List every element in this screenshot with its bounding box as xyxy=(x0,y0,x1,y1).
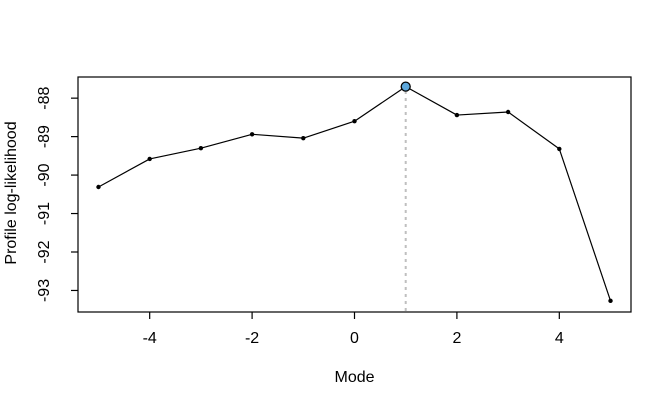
x-axis-title: Mode xyxy=(334,369,374,386)
y-axis-title: Profile log-likelihood xyxy=(3,121,20,264)
data-point xyxy=(96,184,101,190)
chart-render-root: -4 -2 0 2 4 -88 -89 -90 -91 -92 -93 xyxy=(36,76,632,347)
data-line xyxy=(97,86,612,302)
y-tick-label: -91 xyxy=(36,202,53,225)
data-point xyxy=(557,146,562,152)
y-axis-ticks: -88 -89 -90 -91 -92 -93 xyxy=(36,86,78,302)
x-tick-label: 2 xyxy=(452,330,461,347)
data-point xyxy=(301,135,306,141)
y-tick-label: -90 xyxy=(36,163,53,186)
data-point xyxy=(608,298,613,304)
y-tick-label: -88 xyxy=(36,86,53,109)
x-tick-label: -4 xyxy=(143,330,157,347)
x-tick-label: 0 xyxy=(350,330,359,347)
x-tick-label: 4 xyxy=(555,330,564,347)
data-point xyxy=(454,112,460,118)
y-tick-label: -92 xyxy=(36,240,53,263)
x-axis-ticks: -4 -2 0 2 4 xyxy=(143,312,564,347)
y-tick-label: -89 xyxy=(36,125,53,148)
peak-point xyxy=(400,81,411,92)
data-point xyxy=(505,109,511,115)
data-point xyxy=(198,145,204,151)
data-point xyxy=(249,132,255,137)
x-tick-label: -2 xyxy=(245,330,259,347)
plot-box xyxy=(77,76,632,313)
data-point xyxy=(147,156,152,162)
data-point xyxy=(352,119,357,124)
data-points xyxy=(96,109,613,304)
y-tick-label: -93 xyxy=(36,279,53,302)
